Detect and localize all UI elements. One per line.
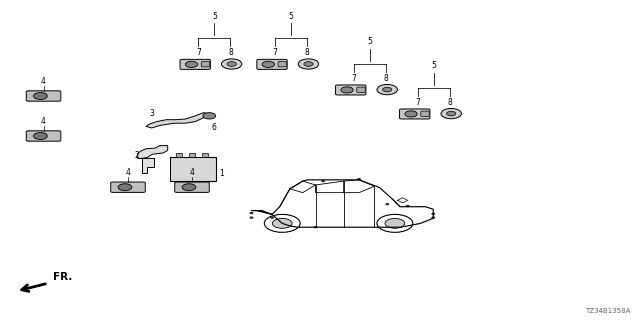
Circle shape — [264, 214, 300, 232]
Circle shape — [405, 111, 417, 117]
Circle shape — [322, 180, 324, 182]
FancyBboxPatch shape — [26, 91, 61, 101]
Circle shape — [33, 132, 47, 140]
Text: 2: 2 — [135, 151, 140, 160]
FancyBboxPatch shape — [111, 182, 145, 192]
Circle shape — [33, 92, 47, 100]
FancyBboxPatch shape — [257, 60, 287, 69]
FancyBboxPatch shape — [399, 109, 430, 119]
Circle shape — [377, 84, 397, 95]
Text: 8: 8 — [228, 48, 233, 57]
Circle shape — [273, 219, 292, 228]
Text: 4: 4 — [189, 168, 195, 177]
Text: 6: 6 — [211, 124, 216, 132]
FancyBboxPatch shape — [26, 131, 61, 141]
Circle shape — [182, 184, 196, 191]
Circle shape — [271, 217, 273, 218]
Circle shape — [221, 59, 242, 69]
FancyBboxPatch shape — [357, 87, 365, 92]
Circle shape — [203, 113, 216, 119]
Text: FR.: FR. — [53, 272, 72, 282]
Text: TZ34B1358A: TZ34B1358A — [585, 308, 630, 314]
Bar — [176, 153, 182, 157]
Circle shape — [432, 213, 435, 214]
FancyBboxPatch shape — [278, 61, 287, 67]
Text: 4: 4 — [125, 168, 131, 177]
FancyBboxPatch shape — [201, 61, 210, 67]
Text: 8: 8 — [383, 74, 388, 83]
Text: 7: 7 — [273, 48, 278, 57]
Text: 7: 7 — [196, 48, 201, 57]
Text: 5: 5 — [367, 37, 372, 46]
Circle shape — [118, 184, 132, 191]
FancyBboxPatch shape — [180, 60, 211, 69]
Circle shape — [441, 108, 461, 119]
Bar — [170, 157, 216, 181]
Text: 4: 4 — [41, 76, 46, 86]
Circle shape — [250, 212, 253, 214]
FancyBboxPatch shape — [335, 85, 366, 95]
Bar — [189, 153, 195, 157]
Circle shape — [383, 87, 392, 92]
Polygon shape — [138, 146, 168, 158]
Polygon shape — [142, 158, 154, 173]
Polygon shape — [146, 113, 208, 128]
Text: 8: 8 — [305, 48, 310, 57]
Circle shape — [341, 87, 353, 93]
Circle shape — [377, 214, 413, 232]
Circle shape — [298, 59, 319, 69]
Circle shape — [262, 61, 275, 68]
Bar — [202, 153, 208, 157]
Text: 1: 1 — [220, 169, 224, 178]
Text: 5: 5 — [431, 61, 436, 70]
Text: 7: 7 — [415, 98, 420, 107]
Circle shape — [314, 227, 317, 228]
Circle shape — [227, 62, 236, 66]
Text: 5: 5 — [212, 12, 217, 21]
Circle shape — [304, 62, 313, 66]
Text: 4: 4 — [41, 116, 46, 126]
FancyBboxPatch shape — [421, 111, 429, 116]
Circle shape — [358, 179, 360, 180]
Circle shape — [406, 205, 409, 207]
FancyBboxPatch shape — [175, 182, 209, 192]
Circle shape — [447, 111, 456, 116]
Text: 5: 5 — [289, 12, 294, 21]
Circle shape — [432, 217, 435, 218]
Text: 7: 7 — [351, 74, 356, 83]
Circle shape — [186, 61, 198, 68]
Circle shape — [386, 204, 388, 205]
Text: 8: 8 — [447, 98, 452, 107]
Circle shape — [250, 217, 253, 218]
Text: 3: 3 — [149, 109, 154, 118]
Circle shape — [385, 219, 404, 228]
